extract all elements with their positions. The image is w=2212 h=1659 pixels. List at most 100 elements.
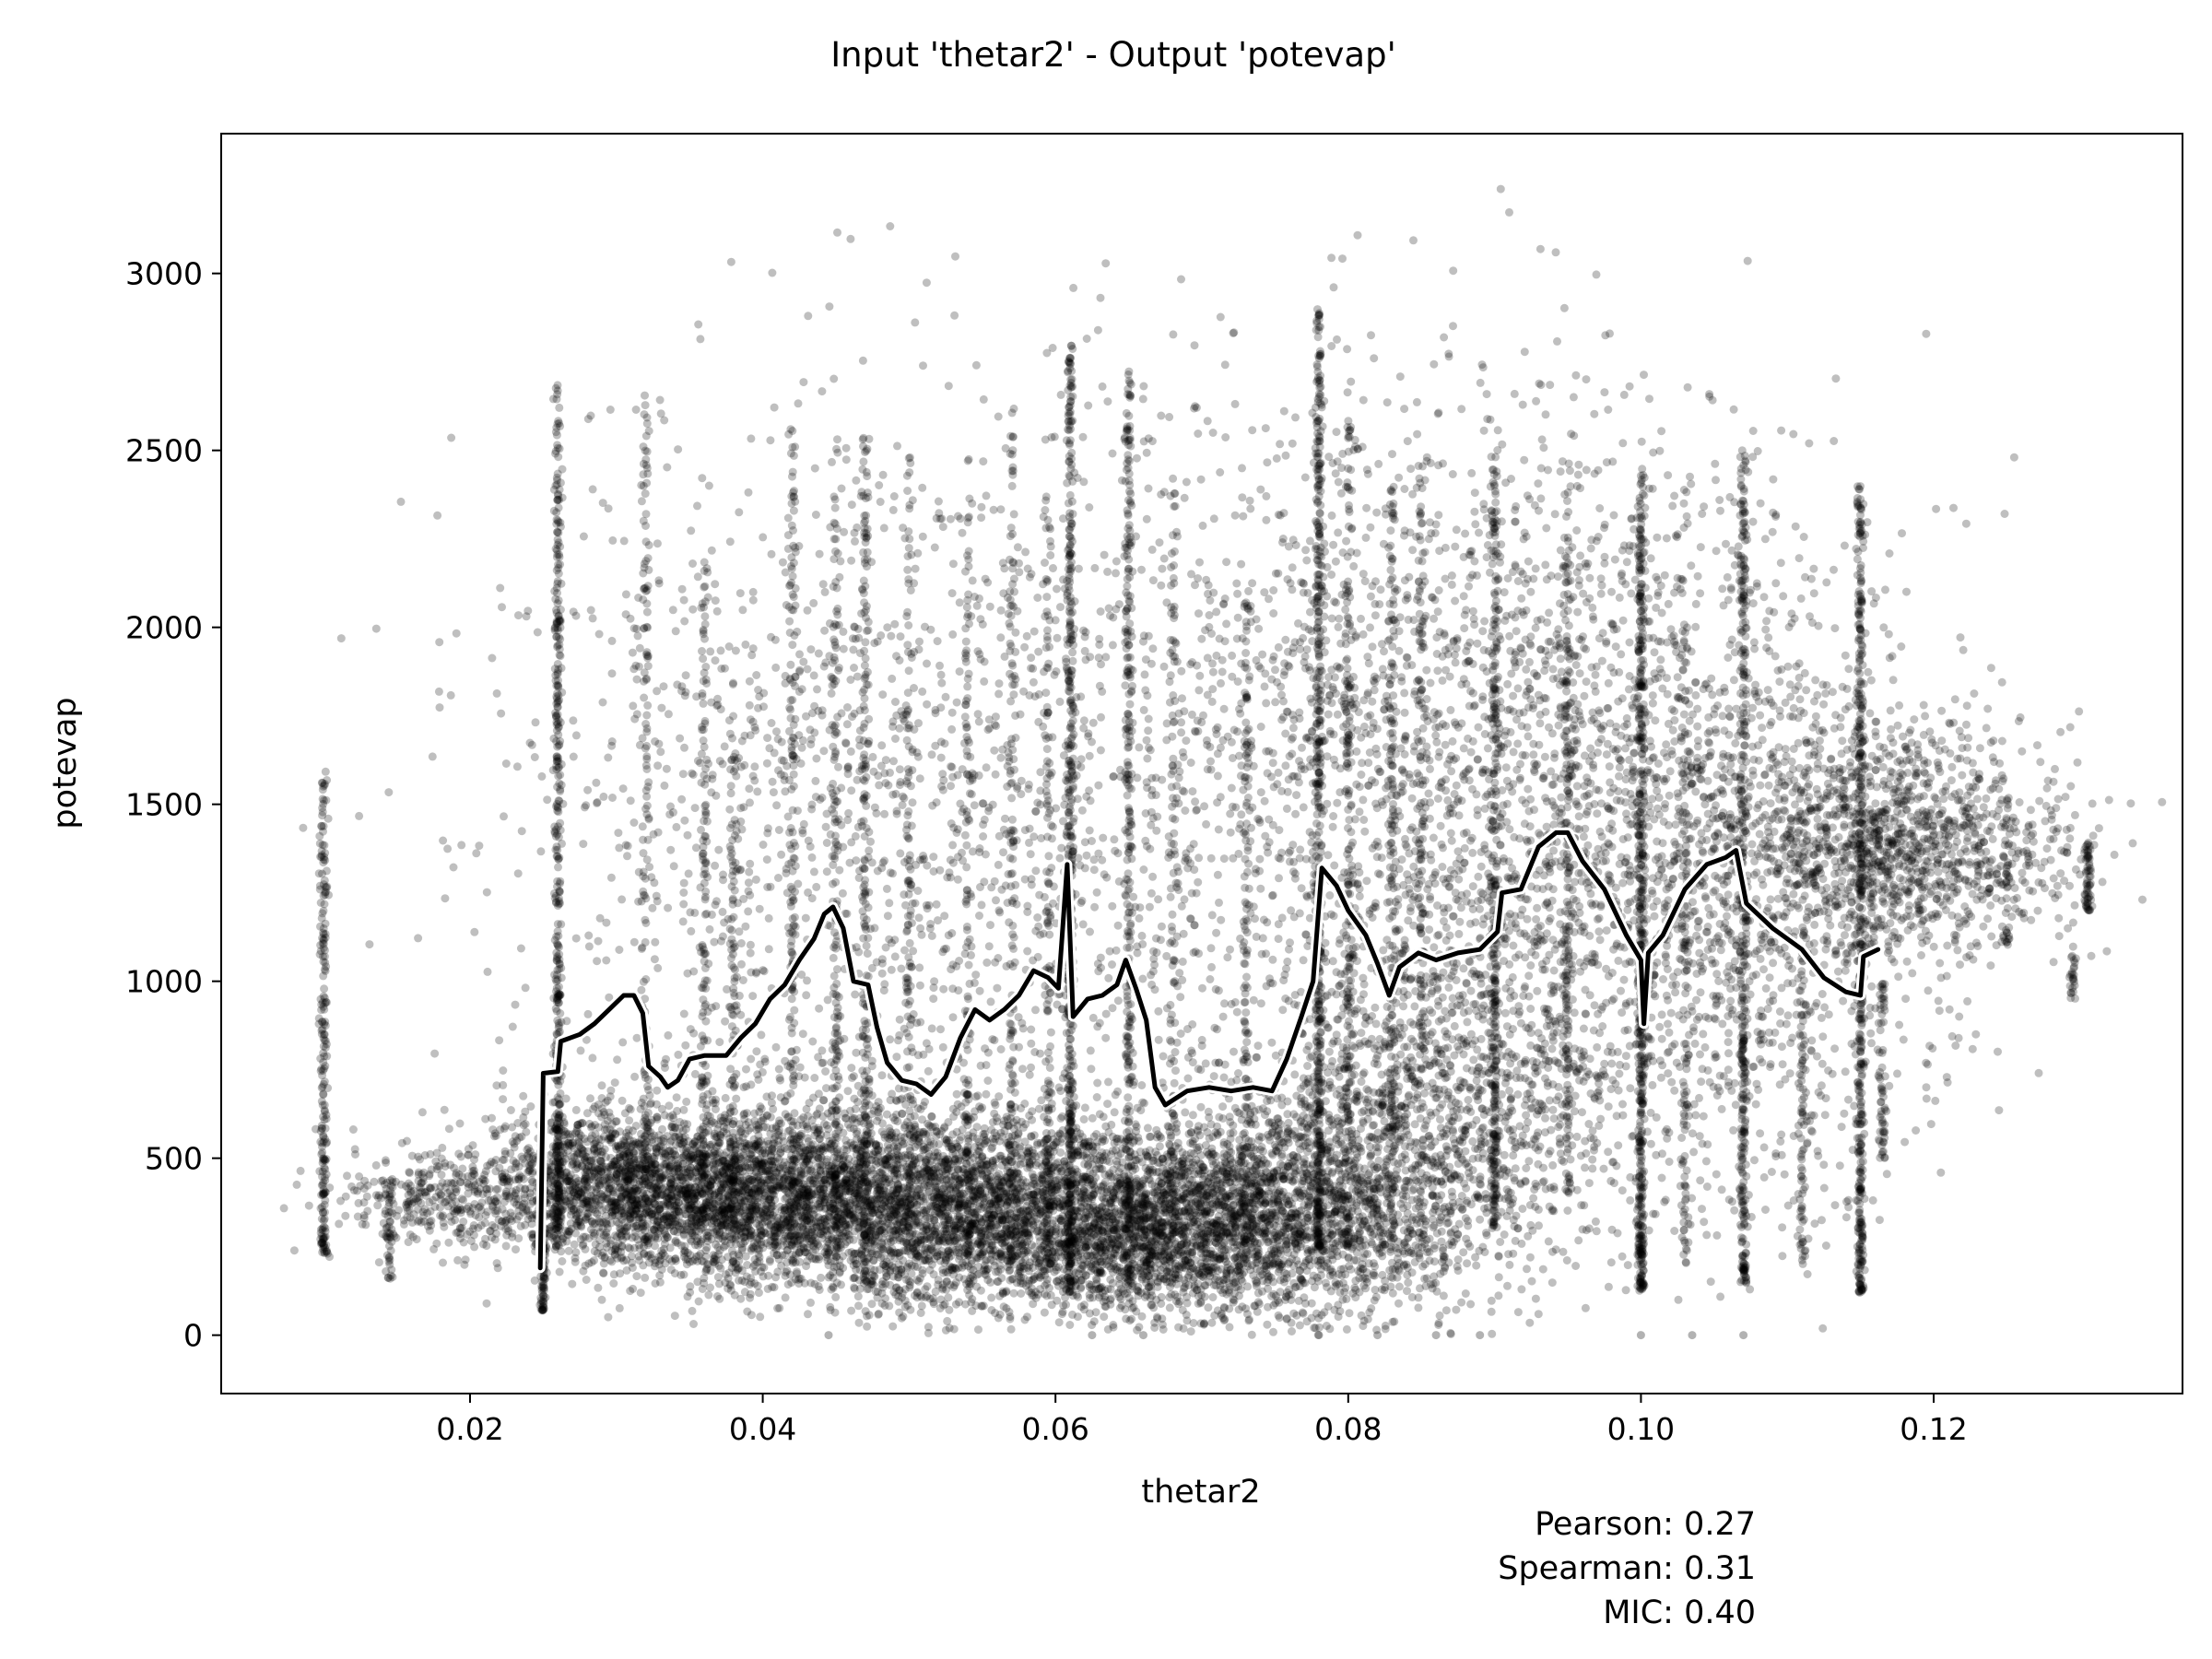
scatter-point <box>708 1087 717 1096</box>
scatter-point <box>586 1094 594 1103</box>
scatter-point <box>794 1230 803 1239</box>
scatter-point <box>558 1257 567 1265</box>
scatter-point <box>777 1261 786 1270</box>
scatter-point <box>606 1092 615 1101</box>
scatter-point <box>633 1200 641 1209</box>
scatter-point <box>582 1276 591 1284</box>
scatter-point <box>993 1117 1002 1126</box>
scatter-point <box>718 1156 727 1165</box>
scatter-point <box>681 1254 690 1264</box>
scatter-point <box>806 1298 815 1307</box>
scatter-point <box>596 1195 606 1205</box>
scatter-point <box>618 1096 627 1105</box>
scatter-point <box>877 1127 887 1136</box>
scatter-point <box>668 1111 677 1120</box>
scatter-point <box>601 1218 610 1228</box>
scatter-point <box>740 1161 749 1171</box>
scatter-point <box>563 1146 572 1155</box>
scatter-point <box>588 1205 597 1214</box>
scatter-point <box>853 1292 863 1301</box>
scatter-point <box>506 1106 515 1114</box>
scatter-point <box>756 1312 765 1322</box>
scatter-point <box>651 1194 660 1203</box>
scatter-point <box>598 1192 607 1201</box>
scatter-point <box>754 1121 763 1130</box>
scatter-point <box>713 1292 722 1300</box>
scatter-point <box>783 1280 793 1289</box>
scatter-point <box>767 1099 776 1108</box>
scatter-point <box>618 1235 627 1244</box>
scatter-point <box>747 1311 756 1320</box>
scatter-point <box>803 1122 812 1131</box>
scatter-point <box>674 1221 683 1230</box>
scatter-point <box>610 1245 619 1254</box>
scatter-point <box>1087 1065 1096 1074</box>
scatter-point <box>775 1303 784 1312</box>
scatter-point <box>558 1158 567 1167</box>
scatter-point <box>482 1299 491 1308</box>
scatter-point <box>804 1136 813 1146</box>
scatter-point <box>519 1091 528 1100</box>
scatter-point <box>683 1164 692 1173</box>
scatter-point <box>521 1107 530 1116</box>
scatter-point <box>922 1130 931 1139</box>
scatter-point <box>504 1194 513 1203</box>
scatter-point <box>629 1243 639 1253</box>
scatter-point <box>685 1157 694 1166</box>
scatter-point <box>607 1207 617 1217</box>
scatter-point <box>626 1196 635 1206</box>
scatter-point <box>597 1081 606 1090</box>
scatter-point <box>593 1249 602 1258</box>
scatter-point <box>684 1136 693 1146</box>
scatter-point <box>753 1197 762 1206</box>
scatter-point <box>575 1141 583 1150</box>
scatter-point <box>745 1229 754 1238</box>
scatter-point <box>625 1215 634 1223</box>
scatter-point <box>771 1042 781 1052</box>
scatter-point <box>663 1233 672 1241</box>
scatter-point <box>629 1153 639 1162</box>
scatter-point <box>634 1252 643 1261</box>
scatter-point <box>703 1173 712 1182</box>
scatter-point <box>683 1191 692 1200</box>
scatter-point <box>604 1116 612 1125</box>
scatter-point <box>616 1269 625 1278</box>
scatter-point <box>760 1181 770 1190</box>
scatter-point <box>555 1267 564 1277</box>
scatter-point <box>672 1188 681 1197</box>
scatter-point <box>845 1201 854 1210</box>
scatter-point <box>584 1259 594 1268</box>
scatter-point <box>754 1075 763 1084</box>
scatter-point <box>850 1273 859 1282</box>
scatter-point <box>805 1099 814 1108</box>
scatter-point <box>610 1157 619 1166</box>
scatter-point <box>611 1129 620 1138</box>
scatter-point <box>823 1109 832 1118</box>
scatter-point <box>772 1251 782 1260</box>
scatter-point <box>799 1112 808 1122</box>
scatter-point <box>849 1072 858 1081</box>
scatter-point <box>669 1128 678 1137</box>
scatter-point <box>746 1207 755 1217</box>
scatter-point <box>507 1217 516 1226</box>
scatter-point <box>651 1241 659 1251</box>
scatter-point <box>637 1181 646 1190</box>
scatter-point <box>740 1109 749 1118</box>
scatter-point <box>597 1295 606 1304</box>
scatter-point <box>747 1124 756 1133</box>
scatter-point <box>582 1178 592 1187</box>
scatter-point <box>576 1131 585 1140</box>
scatter-point <box>506 1208 515 1218</box>
scatter-point <box>715 1246 724 1254</box>
scatter-point <box>794 1279 804 1288</box>
scatter-point <box>686 1152 695 1161</box>
scatter-point <box>653 1086 662 1095</box>
scatter-point <box>348 1125 358 1134</box>
scatter-point <box>808 1231 818 1241</box>
scatter-point <box>1025 1070 1034 1079</box>
scatter-point <box>559 1205 568 1214</box>
scatter-point <box>578 1193 587 1202</box>
scatter-point <box>825 1235 833 1244</box>
scatter-point <box>775 1164 784 1173</box>
